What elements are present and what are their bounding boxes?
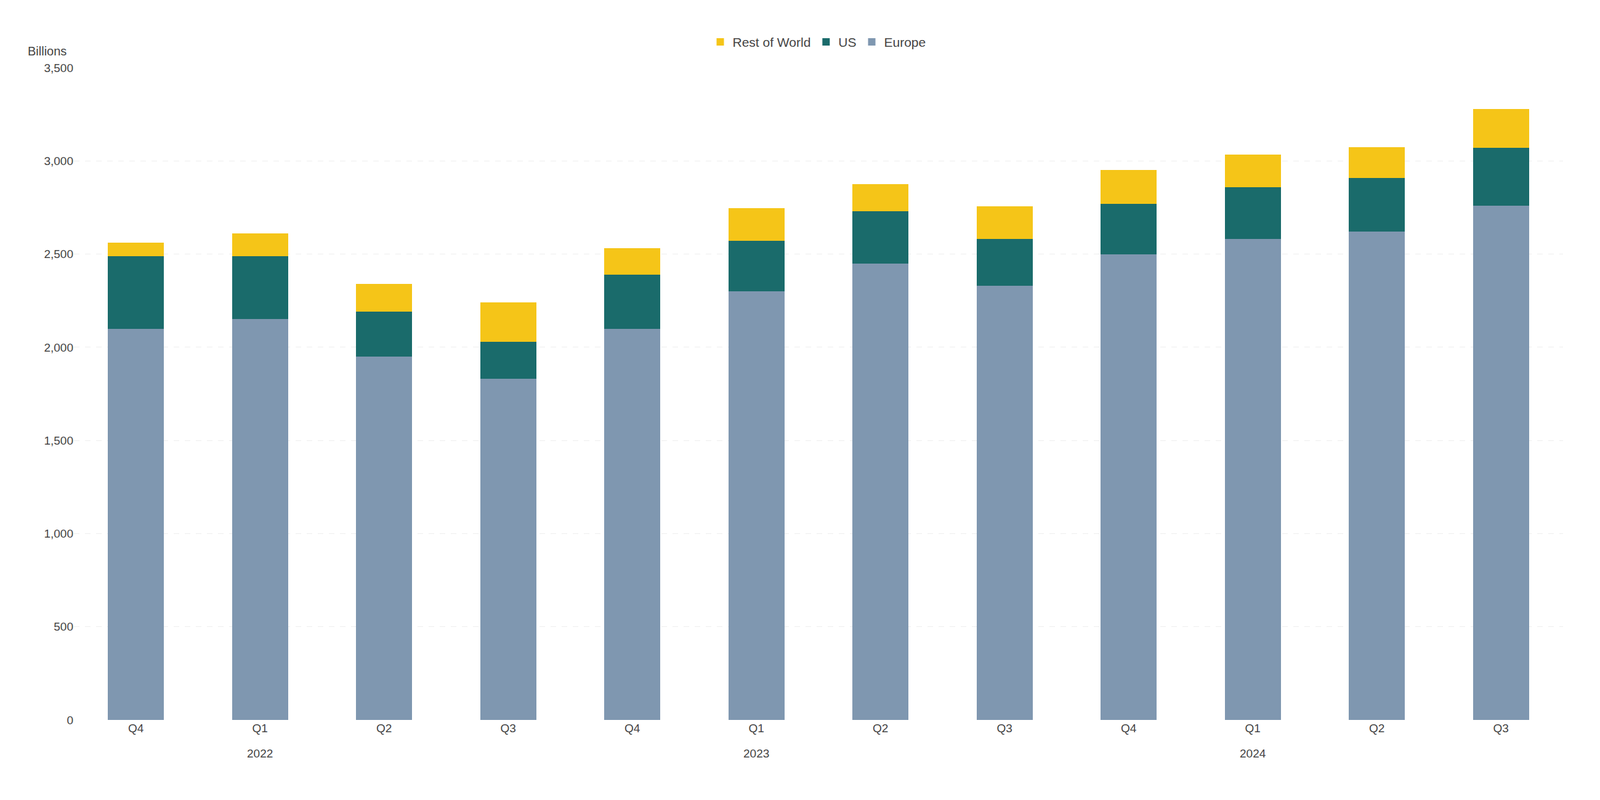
svg-text:Q4: Q4 [1120,721,1137,735]
svg-text:US: US [838,35,857,50]
svg-text:Q3: Q3 [500,721,517,735]
svg-text:3,000: 3,000 [43,154,74,168]
svg-text:Q1: Q1 [1245,721,1261,735]
svg-text:0: 0 [66,713,74,727]
svg-text:Q4: Q4 [128,721,145,735]
svg-text:Q2: Q2 [376,721,392,735]
svg-text:2,000: 2,000 [43,341,74,355]
svg-text:Q2: Q2 [872,721,889,735]
svg-text:Q2: Q2 [1369,721,1385,735]
svg-text:Rest of World: Rest of World [732,35,812,50]
svg-text:Europe: Europe [884,35,927,50]
svg-text:Q3: Q3 [997,721,1013,735]
svg-text:Q3: Q3 [1493,721,1509,735]
svg-text:2024: 2024 [1239,747,1267,760]
svg-text:Q4: Q4 [624,721,641,735]
svg-text:500: 500 [53,620,74,634]
svg-text:1,000: 1,000 [43,527,74,541]
svg-text:Q1: Q1 [748,721,765,735]
svg-text:3,500: 3,500 [43,61,74,75]
svg-text:2,500: 2,500 [43,247,74,261]
svg-text:1,500: 1,500 [43,434,74,448]
svg-text:Billions: Billions [27,44,67,58]
svg-text:2023: 2023 [743,747,770,760]
svg-text:2022: 2022 [246,747,273,760]
svg-text:Q1: Q1 [252,721,268,735]
